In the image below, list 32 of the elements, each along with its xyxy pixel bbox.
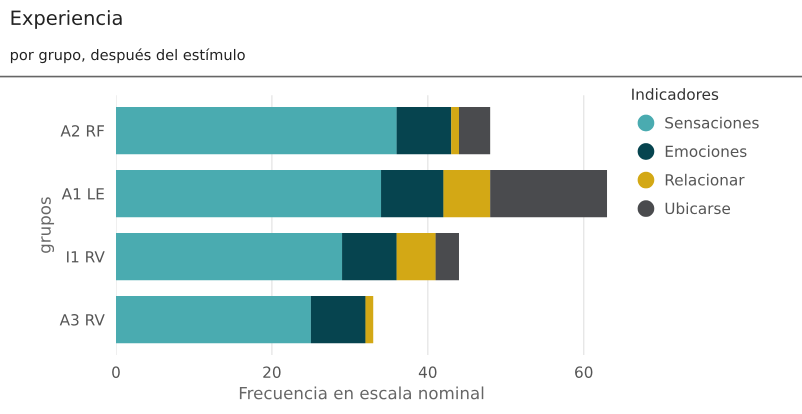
bar	[116, 107, 397, 154]
x-axis-title: Frecuencia en escala nominal	[240, 386, 484, 400]
bar	[396, 232, 436, 280]
y-tick-label: A3 RV	[60, 314, 105, 326]
bar	[443, 170, 490, 218]
y-axis-title: grupos	[41, 197, 54, 253]
bar	[310, 296, 366, 344]
legend-label: Emociones	[666, 145, 746, 158]
bar	[342, 232, 397, 280]
y-tick-label: I1 RV	[67, 251, 105, 262]
bar	[396, 107, 452, 154]
bar	[116, 232, 342, 280]
x-tick-label: 40	[418, 366, 437, 378]
x-tick-label: 60	[575, 366, 592, 378]
bar	[436, 232, 459, 280]
legend-label: Sensaciones	[665, 116, 759, 129]
y-tick-label: A1 LE	[62, 188, 104, 200]
bar	[458, 107, 490, 154]
bar	[365, 296, 374, 344]
chart-subtitle: por grupo, después del estímulo	[10, 48, 245, 64]
y-tick-label: A2 RF	[60, 125, 104, 136]
bar	[490, 170, 608, 218]
bar	[116, 296, 311, 344]
bar	[451, 107, 459, 154]
x-tick-label: 20	[263, 366, 281, 378]
legend-title: Indicadores	[632, 88, 718, 100]
x-tick-label: 0	[112, 366, 120, 378]
chart-title: Experiencia	[12, 10, 122, 29]
legend-label: Ubicarse	[666, 202, 730, 214]
bar	[381, 170, 444, 218]
legend-label: Relacionar	[666, 174, 745, 186]
bar	[116, 170, 382, 218]
